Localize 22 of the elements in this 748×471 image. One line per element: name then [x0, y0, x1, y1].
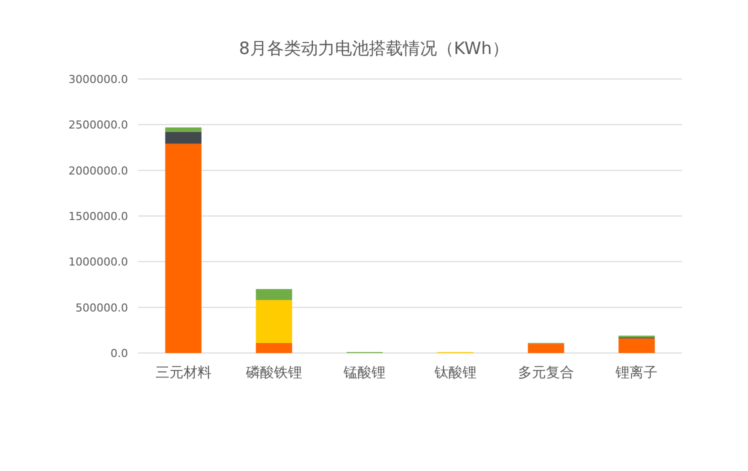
- y-tick-label: 500000.0: [76, 301, 128, 314]
- y-tick-label: 2500000.0: [68, 118, 128, 132]
- bar: [618, 338, 655, 353]
- x-tick-label: 锰酸锂: [342, 365, 386, 381]
- bar: [165, 132, 202, 144]
- y-tick-label: 0.0: [110, 347, 128, 360]
- bar: [528, 344, 564, 353]
- bar: [256, 300, 292, 343]
- x-tick-label: 多元复合: [518, 365, 574, 381]
- bar: [165, 127, 202, 132]
- y-tick-label: 1500000.0: [68, 210, 128, 223]
- y-tick-label: 2000000.0: [68, 164, 128, 178]
- x-tick-label: 三元材料: [155, 365, 212, 381]
- x-tick-label: 磷酸铁锂: [245, 365, 302, 381]
- y-tick-label: 1000000.0: [68, 256, 128, 269]
- y-tick-label: 3000000.0: [68, 73, 128, 86]
- bar: [256, 289, 292, 300]
- chart-title: 8月各类动力电池搭载情况（KWh）: [239, 39, 509, 59]
- bar: [256, 342, 292, 353]
- bar: [165, 144, 202, 353]
- x-tick-label: 钛酸锂: [433, 365, 476, 381]
- x-tick-label: 锂离子: [614, 365, 658, 381]
